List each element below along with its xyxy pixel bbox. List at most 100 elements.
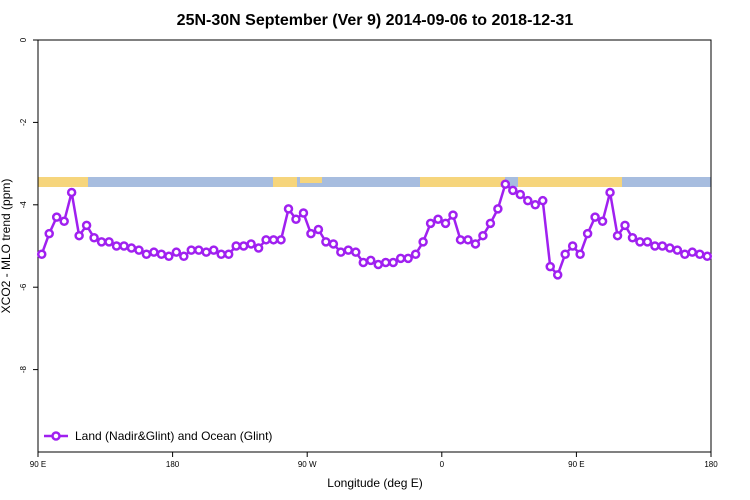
data-point xyxy=(567,241,578,251)
x-tick-label: 90 E xyxy=(568,460,584,469)
data-point xyxy=(657,241,668,251)
data-point xyxy=(373,259,383,270)
data-point xyxy=(695,249,705,259)
y-axis-label: XCO2 - MLO trend (ppm) xyxy=(0,179,13,314)
data-point xyxy=(268,235,279,245)
data-point xyxy=(164,251,174,262)
land-ocean-strip xyxy=(38,177,711,187)
data-point xyxy=(141,249,152,259)
data-point xyxy=(403,253,413,264)
data-point xyxy=(605,187,615,198)
data-point xyxy=(642,237,653,247)
data-point xyxy=(485,218,496,229)
data-point xyxy=(81,220,92,231)
data-point xyxy=(612,230,623,241)
data-point xyxy=(463,235,473,245)
data-point xyxy=(552,270,563,280)
data-point xyxy=(351,247,361,257)
data-point xyxy=(51,212,62,222)
data-point xyxy=(410,249,421,259)
x-tick-label: 180 xyxy=(704,460,718,469)
data-point xyxy=(328,239,339,249)
data-point xyxy=(343,245,354,255)
data-point xyxy=(179,251,189,262)
data-point xyxy=(448,210,458,220)
data-point xyxy=(74,230,84,241)
y-tick-label: -4 xyxy=(19,201,28,209)
data-point xyxy=(104,237,114,247)
data-point xyxy=(156,249,167,259)
data-point xyxy=(238,241,249,251)
data-point xyxy=(538,195,548,206)
data-point xyxy=(149,247,159,257)
data-point xyxy=(321,237,331,247)
data-point xyxy=(89,233,99,243)
data-point xyxy=(336,247,346,257)
data-point xyxy=(171,247,182,257)
data-point xyxy=(59,216,69,227)
x-tick-label: 90 E xyxy=(30,460,46,469)
data-point xyxy=(395,253,406,264)
legend-marker xyxy=(51,431,61,441)
x-tick-label: 90 W xyxy=(298,460,317,469)
data-point xyxy=(276,235,286,245)
chart-title: 25N-30N September (Ver 9) 2014-09-06 to … xyxy=(177,12,574,29)
data-point xyxy=(66,187,77,198)
data-point xyxy=(134,245,144,255)
data-point xyxy=(298,208,309,218)
data-point xyxy=(672,245,683,255)
data-point xyxy=(665,243,675,253)
data-point xyxy=(253,243,264,253)
data-point xyxy=(223,249,234,259)
data-point xyxy=(306,228,316,239)
data-point xyxy=(530,200,541,210)
data-point xyxy=(119,241,129,251)
data-point xyxy=(635,237,645,247)
x-tick-label: 0 xyxy=(440,460,445,469)
data-point xyxy=(36,249,47,259)
data-point xyxy=(186,245,197,255)
data-point xyxy=(650,241,660,251)
legend-label: Land (Nadir&Glint) and Ocean (Glint) xyxy=(75,429,272,443)
data-point xyxy=(388,257,398,268)
data-point xyxy=(560,249,570,259)
data-point xyxy=(470,239,481,249)
y-tick-label: 0 xyxy=(19,37,28,42)
data-point xyxy=(702,251,713,262)
data-point xyxy=(493,204,503,214)
data-point xyxy=(478,230,488,241)
data-point xyxy=(111,241,122,251)
data-point xyxy=(508,185,518,196)
data-point xyxy=(366,255,376,266)
x-tick-label: 180 xyxy=(166,460,180,469)
data-point xyxy=(194,245,204,255)
data-point xyxy=(208,245,219,255)
data-point xyxy=(687,247,698,257)
data-point xyxy=(582,228,593,239)
plot-frame xyxy=(37,39,712,453)
data-point xyxy=(358,257,369,268)
data-point xyxy=(590,212,600,222)
data-point xyxy=(313,224,324,235)
data-point xyxy=(425,218,436,229)
data-point xyxy=(246,239,256,249)
data-point xyxy=(261,235,271,245)
data-point xyxy=(216,249,226,259)
y-tick-label: -8 xyxy=(19,365,28,373)
data-point xyxy=(627,233,638,243)
data-point xyxy=(433,214,443,224)
data-point xyxy=(597,216,608,227)
data-point xyxy=(575,249,585,259)
data-point xyxy=(96,237,107,247)
y-tick-label: -2 xyxy=(19,118,28,126)
data-point xyxy=(620,220,630,231)
data-point xyxy=(523,195,533,206)
data-point xyxy=(680,249,690,259)
data-point xyxy=(283,204,294,214)
data-point xyxy=(380,257,391,268)
data-point xyxy=(231,241,241,251)
data-point xyxy=(455,235,466,245)
x-axis-label: Longitude (deg E) xyxy=(327,476,422,490)
data-point xyxy=(44,228,54,239)
